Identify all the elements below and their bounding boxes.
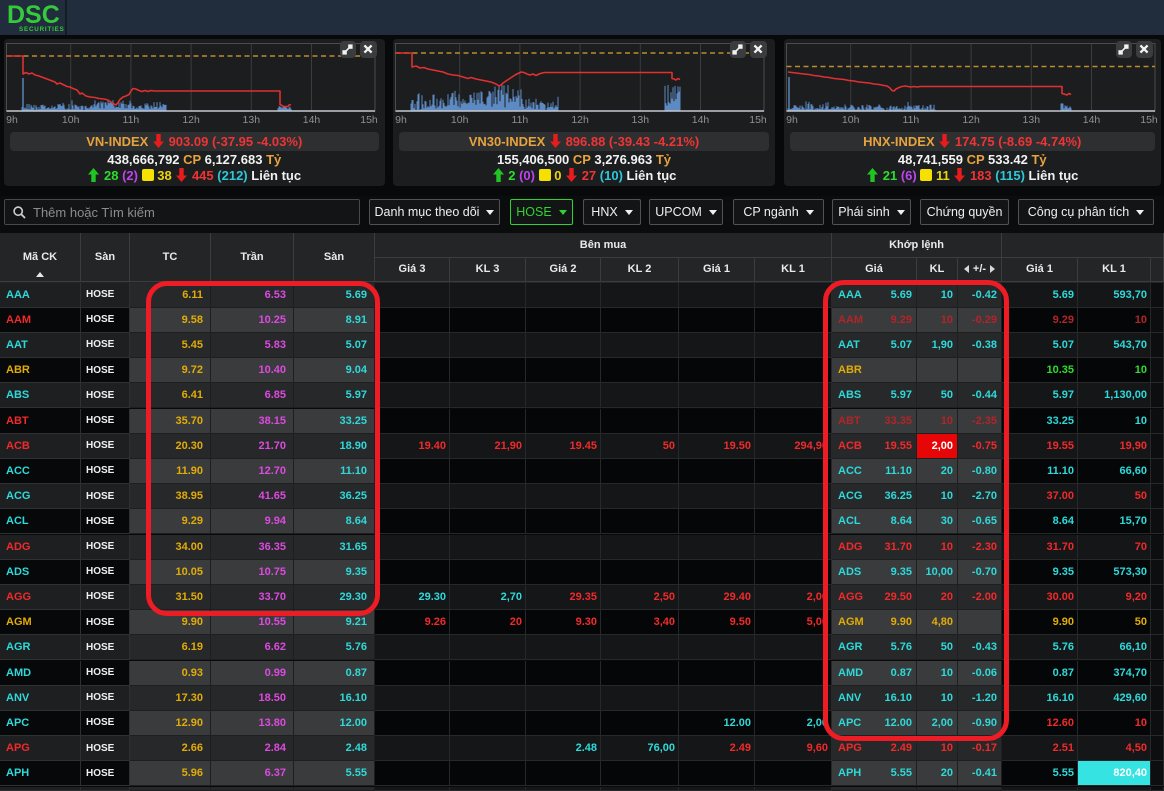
svg-text:11h: 11h — [512, 114, 529, 126]
svg-text:13h: 13h — [632, 114, 650, 126]
svg-text:11h: 11h — [902, 114, 919, 126]
svg-text:14h: 14h — [302, 114, 320, 126]
svg-text:14h: 14h — [692, 114, 710, 126]
svg-text:14h: 14h — [1082, 114, 1100, 126]
svg-text:13h: 13h — [1022, 114, 1040, 126]
svg-text:9h: 9h — [6, 114, 18, 126]
svg-text:12h: 12h — [182, 114, 200, 126]
svg-text:10h: 10h — [841, 114, 859, 126]
svg-text:13h: 13h — [242, 114, 260, 126]
svg-text:10h: 10h — [451, 114, 469, 126]
svg-text:15h: 15h — [749, 114, 767, 126]
svg-text:10h: 10h — [61, 114, 79, 126]
svg-text:11h: 11h — [122, 114, 139, 126]
svg-text:15h: 15h — [360, 114, 378, 126]
svg-text:15h: 15h — [1140, 114, 1158, 126]
svg-text:12h: 12h — [962, 114, 980, 126]
svg-text:12h: 12h — [571, 114, 589, 126]
svg-text:9h: 9h — [786, 114, 798, 126]
svg-text:9h: 9h — [395, 114, 407, 126]
